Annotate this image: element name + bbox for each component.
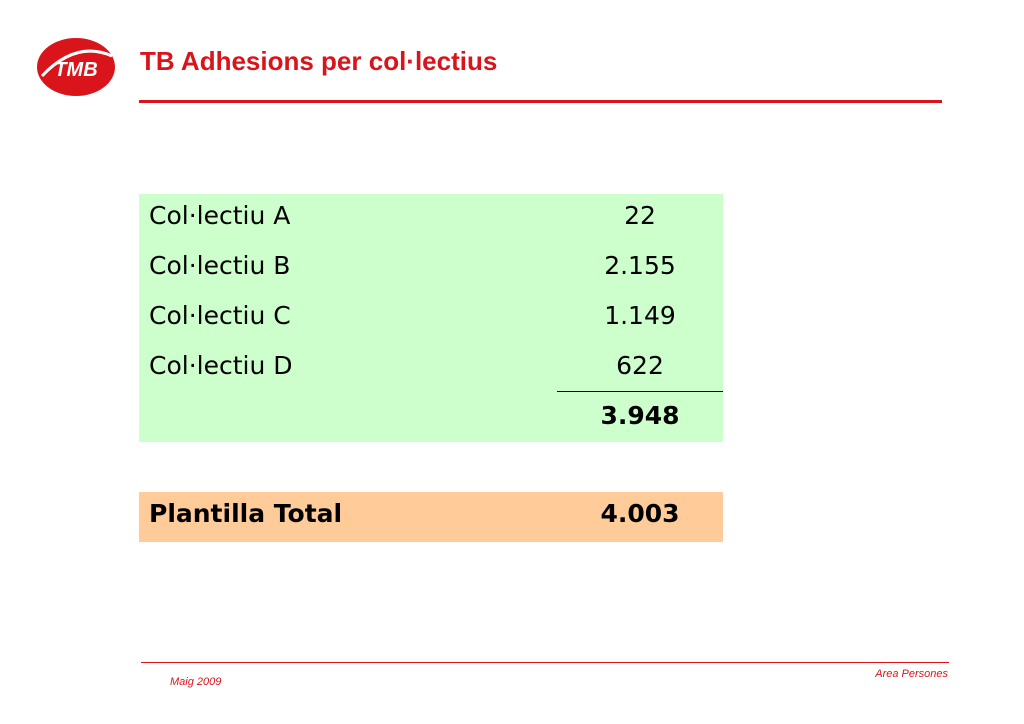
title-divider [139, 100, 942, 103]
tmb-logo: TMB [36, 36, 116, 98]
row-value: 1.149 [604, 301, 676, 330]
total-value: 4.003 [600, 499, 680, 528]
table-row: Col·lectiu C 1.149 [139, 294, 723, 344]
logo-text: TMB [54, 59, 97, 81]
sum-divider [557, 391, 723, 392]
subtotal-row: 3.948 [139, 394, 723, 444]
table-row: Col·lectiu B 2.155 [139, 244, 723, 294]
page-title: TB Adhesions per col·lectius [140, 46, 498, 76]
table-row: Col·lectiu A 22 [139, 194, 723, 244]
row-label: Col·lectiu D [149, 351, 293, 380]
row-label: Col·lectiu C [149, 301, 291, 330]
total-row: Plantilla Total 4.003 [139, 492, 723, 542]
row-value: 2.155 [604, 251, 676, 280]
row-label: Col·lectiu B [149, 251, 291, 280]
footer-divider [141, 662, 949, 663]
subtotal-value: 3.948 [600, 401, 680, 430]
collectius-table: Col·lectiu A 22 Col·lectiu B 2.155 Col·l… [139, 194, 723, 442]
row-label: Col·lectiu A [149, 201, 291, 230]
row-value: 622 [616, 351, 664, 380]
table-row: Col·lectiu D 622 [139, 344, 723, 394]
footer-date: Maig 2009 [170, 676, 222, 688]
total-label: Plantilla Total [149, 499, 343, 528]
footer-department: Area Persones [875, 668, 948, 680]
row-value: 22 [624, 201, 656, 230]
